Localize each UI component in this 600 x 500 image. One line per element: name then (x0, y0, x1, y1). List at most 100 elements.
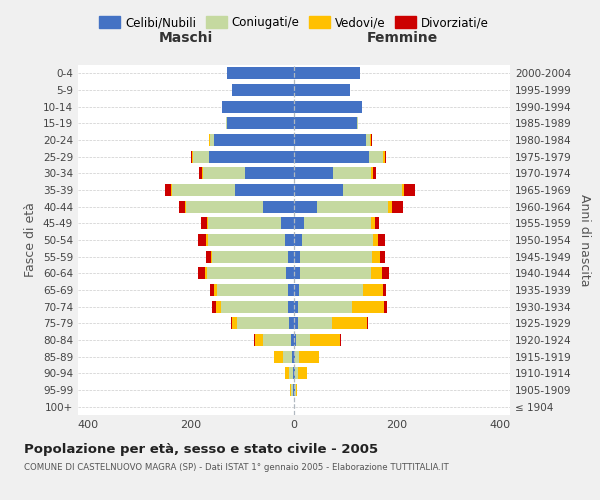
Bar (373, 234, 378, 246)
Bar (392, 200, 403, 212)
Bar (367, 318, 368, 330)
Bar (388, 200, 392, 212)
Bar (263, 334, 292, 346)
Bar (382, 268, 389, 280)
Bar (357, 118, 358, 130)
Bar (371, 168, 373, 179)
Bar (227, 118, 294, 130)
Bar (221, 300, 288, 312)
Bar (199, 168, 202, 179)
Bar (283, 350, 292, 362)
Bar (209, 134, 210, 146)
Bar (202, 168, 203, 179)
Bar (294, 134, 366, 146)
Bar (300, 268, 371, 280)
Bar (296, 384, 297, 396)
Bar (211, 250, 212, 262)
Bar (171, 184, 172, 196)
Bar (254, 334, 255, 346)
Bar (199, 234, 206, 246)
Bar (214, 284, 217, 296)
Bar (294, 200, 317, 212)
Bar (206, 268, 286, 280)
Bar (294, 68, 360, 80)
Bar (291, 384, 293, 396)
Bar (203, 168, 245, 179)
Bar (212, 250, 288, 262)
Bar (232, 84, 294, 96)
Bar (288, 300, 294, 312)
Bar (343, 184, 402, 196)
Bar (293, 384, 294, 396)
Bar (402, 184, 404, 196)
Bar (378, 234, 385, 246)
Bar (209, 150, 294, 162)
Bar (294, 234, 302, 246)
Bar (298, 300, 352, 312)
Bar (385, 150, 386, 162)
Bar (383, 150, 385, 162)
Bar (293, 368, 294, 380)
Bar (206, 234, 208, 246)
Bar (294, 118, 357, 130)
Bar (285, 368, 289, 380)
Bar (371, 268, 382, 280)
Bar (238, 318, 289, 330)
Bar (231, 318, 232, 330)
Bar (302, 234, 373, 246)
Bar (285, 234, 294, 246)
Bar (294, 300, 298, 312)
Text: Femmine: Femmine (367, 31, 437, 45)
Bar (340, 334, 341, 346)
Bar (201, 218, 207, 230)
Text: Popolazione per età, sesso e stato civile - 2005: Popolazione per età, sesso e stato civil… (24, 442, 378, 456)
Bar (295, 350, 299, 362)
Bar (404, 184, 415, 196)
Bar (294, 284, 299, 296)
Bar (185, 200, 186, 212)
Bar (245, 168, 294, 179)
Bar (294, 218, 304, 230)
Bar (210, 284, 214, 296)
Text: COMUNE DI CASTELNUOVO MAGRA (SP) - Dati ISTAT 1° gennaio 2005 - Elaborazione TUT: COMUNE DI CASTELNUOVO MAGRA (SP) - Dati … (24, 462, 449, 471)
Bar (289, 368, 293, 380)
Legend: Celibi/Nubili, Coniugati/e, Vedovi/e, Divorziati/e: Celibi/Nubili, Coniugati/e, Vedovi/e, Di… (94, 12, 494, 34)
Bar (217, 284, 288, 296)
Y-axis label: Anni di nascita: Anni di nascita (578, 194, 591, 286)
Bar (172, 184, 235, 196)
Bar (255, 334, 263, 346)
Bar (294, 250, 300, 262)
Bar (298, 318, 332, 330)
Bar (304, 218, 371, 230)
Bar (286, 268, 294, 280)
Bar (294, 368, 295, 380)
Bar (263, 200, 294, 212)
Bar (290, 384, 291, 396)
Bar (216, 300, 221, 312)
Bar (232, 318, 238, 330)
Bar (370, 134, 371, 146)
Bar (288, 250, 294, 262)
Bar (375, 218, 379, 230)
Bar (294, 168, 332, 179)
Bar (295, 384, 296, 396)
Bar (191, 150, 193, 162)
Bar (292, 334, 294, 346)
Bar (208, 218, 281, 230)
Bar (193, 150, 209, 162)
Bar (368, 150, 383, 162)
Bar (212, 300, 216, 312)
Bar (186, 200, 263, 212)
Bar (292, 350, 294, 362)
Bar (384, 300, 386, 312)
Bar (294, 384, 295, 396)
Bar (299, 350, 319, 362)
Bar (294, 268, 300, 280)
Bar (294, 84, 350, 96)
Bar (298, 368, 307, 380)
Bar (208, 234, 285, 246)
Bar (274, 350, 283, 362)
Bar (332, 318, 367, 330)
Bar (317, 200, 388, 212)
Bar (366, 134, 370, 146)
